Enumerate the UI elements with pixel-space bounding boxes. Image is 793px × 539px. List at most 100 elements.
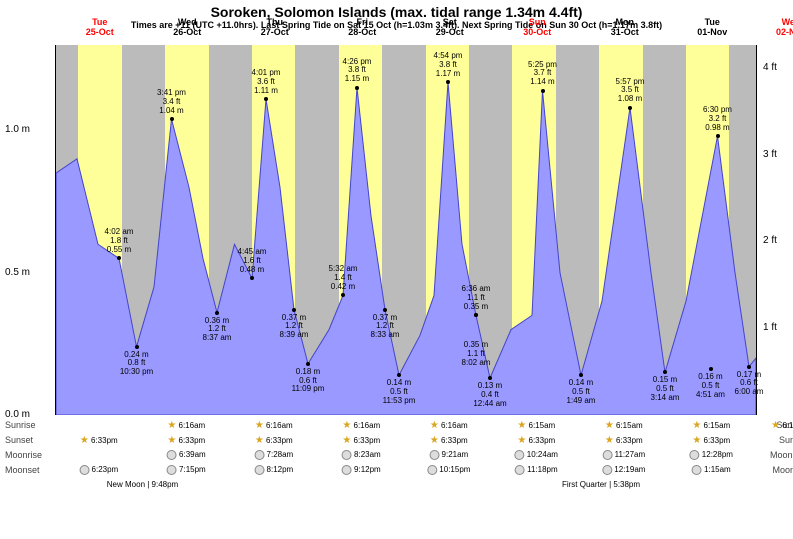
- tide-annotation: 0.15 m0.5 ft3:14 am: [651, 376, 680, 402]
- bottom-cell: ★ 6:33pm: [692, 435, 730, 446]
- bottom-cell: ★ 6:33pm: [605, 435, 643, 446]
- bottom-cell: ★ 6:15am: [692, 420, 730, 431]
- moon-icon: [602, 465, 612, 475]
- y-tick-right: 4 ft: [763, 62, 777, 73]
- moon-icon: [515, 450, 525, 460]
- row-label-right: Moonrise: [770, 450, 793, 460]
- moon-icon: [692, 465, 702, 475]
- bottom-cell: ★ 6:33pm: [342, 435, 380, 446]
- star-icon: ★: [430, 435, 439, 446]
- bottom-row-sunset: SunsetSunset★ 6:33pm★ 6:33pm★ 6:33pm★ 6:…: [55, 435, 755, 450]
- star-icon: ★: [692, 435, 701, 446]
- bottom-cell: ★ 6:33pm: [255, 435, 293, 446]
- moon-icon: [254, 465, 264, 475]
- bottom-cell: 8:23am: [342, 450, 381, 460]
- moon-icon: [342, 465, 352, 475]
- star-icon: ★: [342, 435, 351, 446]
- moon-phase-label: First Quarter | 5:38pm: [562, 480, 640, 489]
- tide-annotation: 0.17 m0.6 ft6:00 am: [735, 371, 764, 397]
- row-label-left: Moonset: [5, 465, 40, 475]
- bottom-cell: ★ 6:16am: [342, 420, 380, 431]
- row-label-right: Moonset: [772, 465, 793, 475]
- date-label: Wed26-Oct: [157, 17, 217, 37]
- tide-annotation: 0.37 m1.2 ft8:39 am: [280, 314, 309, 340]
- data-point: [488, 376, 492, 380]
- tide-annotation: 6:36 am1.1 ft0.35 m: [462, 285, 491, 311]
- moon-icon: [79, 465, 89, 475]
- moon-phase-row: New Moon | 9:48pmFirst Quarter | 5:38pm: [55, 480, 755, 495]
- tide-annotation: 5:32 am1.4 ft0.42 m: [329, 265, 358, 291]
- bottom-cell: ★ 6:15am: [771, 420, 793, 431]
- bottom-cell: ★ 6:16am: [167, 420, 205, 431]
- data-point: [170, 117, 174, 121]
- star-icon: ★: [430, 420, 439, 431]
- tide-annotation: 3:41 pm3.4 ft1.04 m: [157, 89, 186, 115]
- star-icon: ★: [517, 435, 526, 446]
- data-point: [292, 308, 296, 312]
- star-icon: ★: [255, 420, 264, 431]
- row-label-left: Sunrise: [5, 420, 36, 430]
- data-point: [306, 362, 310, 366]
- bottom-cell: ★ 6:33pm: [80, 435, 118, 446]
- data-point: [355, 86, 359, 90]
- bottom-cell: 8:12pm: [254, 465, 293, 475]
- data-point: [215, 311, 219, 315]
- tide-annotation: 0.16 m0.5 ft4:51 am: [696, 373, 725, 399]
- bottom-cell: 12:19am: [602, 465, 645, 475]
- tide-annotation: 0.35 m1.1 ft8:02 am: [462, 341, 491, 367]
- tide-annotation: 4:26 pm3.8 ft1.15 m: [343, 58, 372, 84]
- data-point: [541, 89, 545, 93]
- bottom-cell: 9:21am: [429, 450, 468, 460]
- bottom-cell: 12:28pm: [690, 450, 733, 460]
- bottom-cell: 9:12pm: [342, 465, 381, 475]
- bottom-cell: ★ 6:16am: [430, 420, 468, 431]
- tide-annotation: 0.14 m0.5 ft1:49 am: [567, 379, 596, 405]
- bottom-cell: ★ 6:33pm: [430, 435, 468, 446]
- y-tick-right: 3 ft: [763, 149, 777, 160]
- bottom-cell: ★ 6:15am: [517, 420, 555, 431]
- moon-icon: [167, 465, 177, 475]
- moon-icon: [515, 465, 525, 475]
- bottom-row-sunrise: SunriseSunrise★ 6:16am★ 6:16am★ 6:16am★ …: [55, 420, 755, 435]
- bottom-cell: 7:15pm: [167, 465, 206, 475]
- moon-icon: [342, 450, 352, 460]
- bottom-cell: 11:27am: [602, 450, 645, 460]
- tide-annotation: 4:02 am1.8 ft0.55 m: [105, 228, 134, 254]
- row-label-left: Moonrise: [5, 450, 42, 460]
- date-label: Thu27-Oct: [245, 17, 305, 37]
- data-point: [383, 308, 387, 312]
- star-icon: ★: [517, 420, 526, 431]
- data-point: [135, 345, 139, 349]
- moon-icon: [429, 450, 439, 460]
- tide-annotation: 5:25 pm3.7 ft1.14 m: [528, 61, 557, 87]
- data-point: [628, 106, 632, 110]
- row-label-right: Sunset: [779, 435, 793, 445]
- bottom-row-moonrise: MoonriseMoonrise 6:39am 7:28am 8:23am 9:…: [55, 450, 755, 465]
- date-label: Sun30-Oct: [507, 17, 567, 37]
- bottom-cell: 10:24am: [515, 450, 558, 460]
- tide-annotation: 0.37 m1.2 ft8:33 am: [371, 314, 400, 340]
- star-icon: ★: [167, 420, 176, 431]
- date-label: Wed02-Nov: [761, 17, 793, 37]
- tide-annotation: 0.14 m0.5 ft11:53 pm: [383, 379, 416, 405]
- date-label: Mon31-Oct: [595, 17, 655, 37]
- star-icon: ★: [605, 435, 614, 446]
- tide-annotation: 4:45 am1.6 ft0.48 m: [238, 248, 267, 274]
- moon-icon: [254, 450, 264, 460]
- star-icon: ★: [80, 435, 89, 446]
- moon-icon: [602, 450, 612, 460]
- bottom-cell: 6:39am: [167, 450, 206, 460]
- y-tick-left: 0.5 m: [5, 267, 30, 278]
- bottom-cell: ★ 6:15am: [605, 420, 643, 431]
- tide-annotation: 0.18 m0.6 ft11:09 pm: [292, 368, 325, 394]
- bottom-section: SunriseSunrise★ 6:16am★ 6:16am★ 6:16am★ …: [55, 420, 755, 495]
- bottom-cell: ★ 6:33pm: [167, 435, 205, 446]
- bottom-cell: 1:15am: [692, 465, 731, 475]
- row-label-left: Sunset: [5, 435, 33, 445]
- tide-annotation: 5:57 pm3.5 ft1.08 m: [616, 78, 645, 104]
- date-label: Sat29-Oct: [420, 17, 480, 37]
- moon-icon: [690, 450, 700, 460]
- star-icon: ★: [771, 420, 780, 431]
- y-tick-left: 1.0 m: [5, 124, 30, 135]
- star-icon: ★: [167, 435, 176, 446]
